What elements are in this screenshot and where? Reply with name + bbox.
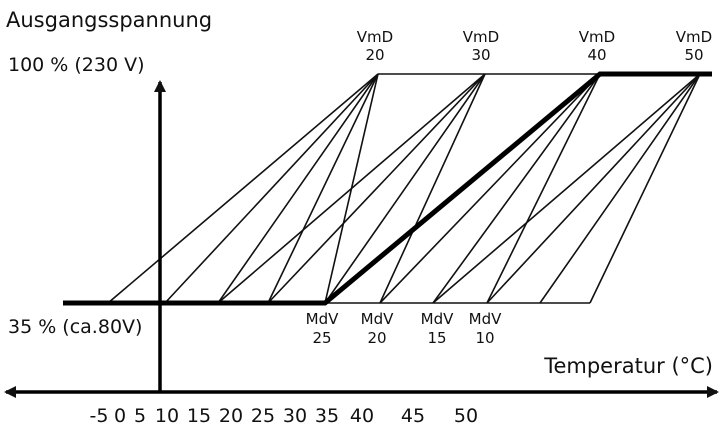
vmd-label-value: 20 [365, 46, 384, 64]
x-tick-label: 0 [114, 405, 126, 427]
fan-line [164, 73, 379, 304]
vmd-label-value: 40 [587, 46, 606, 64]
x-tick-label: 50 [454, 405, 478, 427]
vmd-label-top: VmD [463, 28, 499, 46]
x-tick-label: 30 [283, 405, 307, 427]
mdv-labels: MdV 25 MdV 20 MdV 15 MdV 10 [306, 310, 502, 347]
x-tick-label: 45 [401, 405, 425, 427]
fan-line [217, 73, 379, 304]
vmd-label-value: 50 [684, 46, 703, 64]
mdv-label-value: 10 [475, 329, 494, 347]
x-axis-label: Temperatur (°C) [543, 354, 713, 378]
x-tick-label: 15 [187, 405, 211, 427]
y-axis-label: Ausgangsspannung [6, 8, 212, 32]
fan-line [107, 73, 379, 304]
highlighted-curve [63, 71, 712, 306]
level-high-label: 100 % (230 V) [8, 54, 145, 76]
x-tick-label: 5 [134, 405, 146, 427]
x-tick-label: 35 [315, 405, 339, 427]
fan-line [379, 73, 601, 304]
fan-line [539, 73, 701, 304]
mdv-label-value: 25 [312, 329, 331, 347]
mdv-label-top: MdV [306, 310, 339, 328]
fan-line [324, 73, 486, 304]
fan-line [589, 73, 701, 304]
mdv-label-value: 15 [427, 329, 446, 347]
mdv-label-top: MdV [361, 310, 394, 328]
x-tick-label: 40 [350, 405, 374, 427]
vmd-label-top: VmD [579, 28, 615, 46]
mdv-label-top: MdV [469, 310, 502, 328]
vmd-label-top: VmD [357, 28, 393, 46]
fan-line [486, 73, 701, 304]
x-tick-label: 10 [155, 405, 179, 427]
x-tick-labels: -5 0 5 10 15 20 25 30 35 40 45 50 [90, 405, 479, 427]
fan-line [432, 73, 601, 304]
mdv-label-value: 20 [367, 329, 386, 347]
fan-line [486, 73, 601, 304]
x-tick-label: 20 [219, 405, 243, 427]
x-tick-label: 25 [251, 405, 275, 427]
vmd-label-value: 30 [471, 46, 490, 64]
fan-lines [107, 73, 701, 304]
x-tick-label: -5 [90, 405, 109, 427]
vmd-label-top: VmD [676, 28, 712, 46]
fan-line [432, 73, 701, 304]
mdv-label-top: MdV [421, 310, 454, 328]
vmd-labels: VmD 20 VmD 30 VmD 40 VmD 50 [357, 28, 712, 64]
level-low-label: 35 % (ca.80V) [8, 316, 142, 338]
fan-line [379, 73, 486, 304]
fan-line [267, 73, 379, 304]
fan-line [217, 73, 486, 304]
fan-line [267, 73, 486, 304]
